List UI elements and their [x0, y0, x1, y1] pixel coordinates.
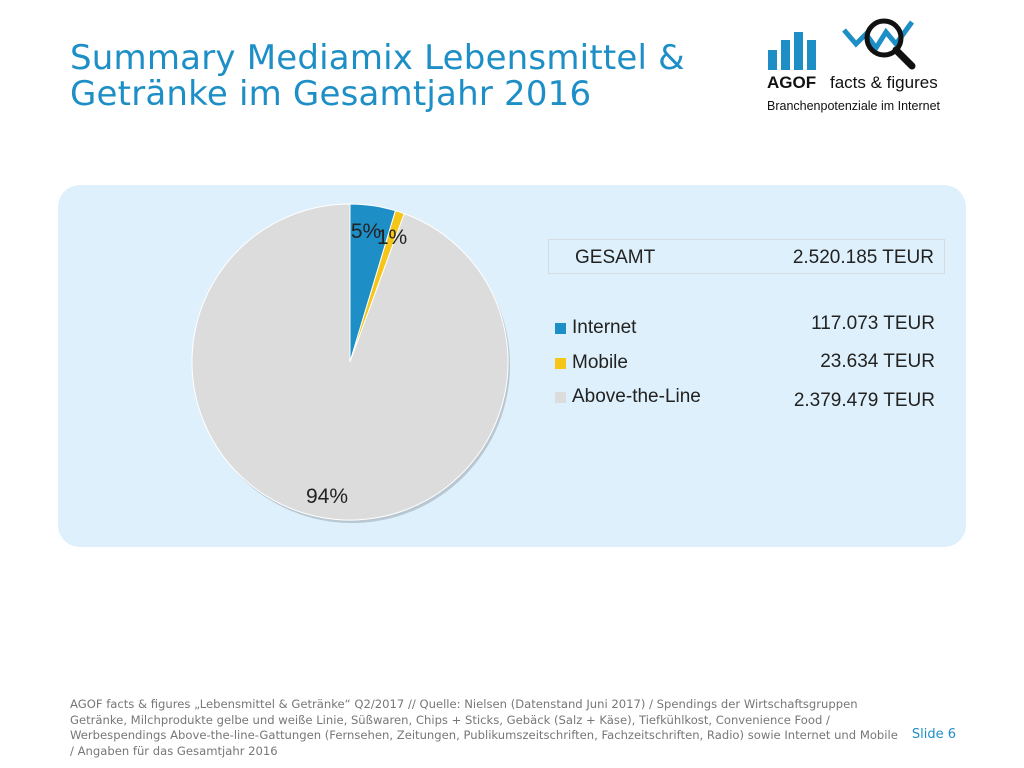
legend-item-internet: Internet	[555, 317, 636, 339]
legend-swatch	[555, 391, 566, 403]
page-title: Summary Mediamix Lebensmittel & Getränke…	[70, 38, 685, 114]
pie-label-mobile: 1%	[377, 226, 407, 249]
legend-label: Internet	[572, 317, 637, 338]
legend-swatch	[555, 322, 566, 334]
footnote: AGOF facts & figures „Lebensmittel & Get…	[70, 697, 898, 758]
legend-item-above-the-line: Above-the-Line	[555, 386, 701, 408]
logo-tagline: Branchenpotenziale im Internet	[767, 99, 941, 113]
legend-item-mobile: Mobile	[555, 352, 628, 374]
mobile-amount: 23.634 TEUR	[820, 351, 935, 372]
internet-amount: 117.073 TEUR	[811, 313, 935, 334]
total-box: GESAMT 2.520.185 TEUR	[548, 239, 945, 274]
above-the-line-amount: 2.379.479 TEUR	[793, 390, 935, 411]
legend-label: Above-the-Line	[572, 386, 701, 407]
logo-brand: AGOF	[767, 73, 816, 92]
pie-label-internet: 5%	[351, 220, 381, 243]
bar-chart-icon	[768, 32, 816, 70]
total-label: GESAMT	[575, 247, 656, 268]
slide-number: Slide 6	[911, 727, 956, 742]
logo-product: facts & figures	[830, 73, 938, 92]
agof-logo: AGOF facts & figures Branchenpotenziale …	[767, 18, 941, 113]
pie-slice-above-the-line	[191, 203, 509, 521]
legend-label: Mobile	[572, 352, 628, 373]
pie-label-above-the-line: 94%	[306, 485, 348, 508]
legend-swatch	[555, 357, 566, 369]
total-value: 2.520.185 TEUR	[792, 247, 934, 268]
magnifier-icon	[842, 18, 916, 70]
